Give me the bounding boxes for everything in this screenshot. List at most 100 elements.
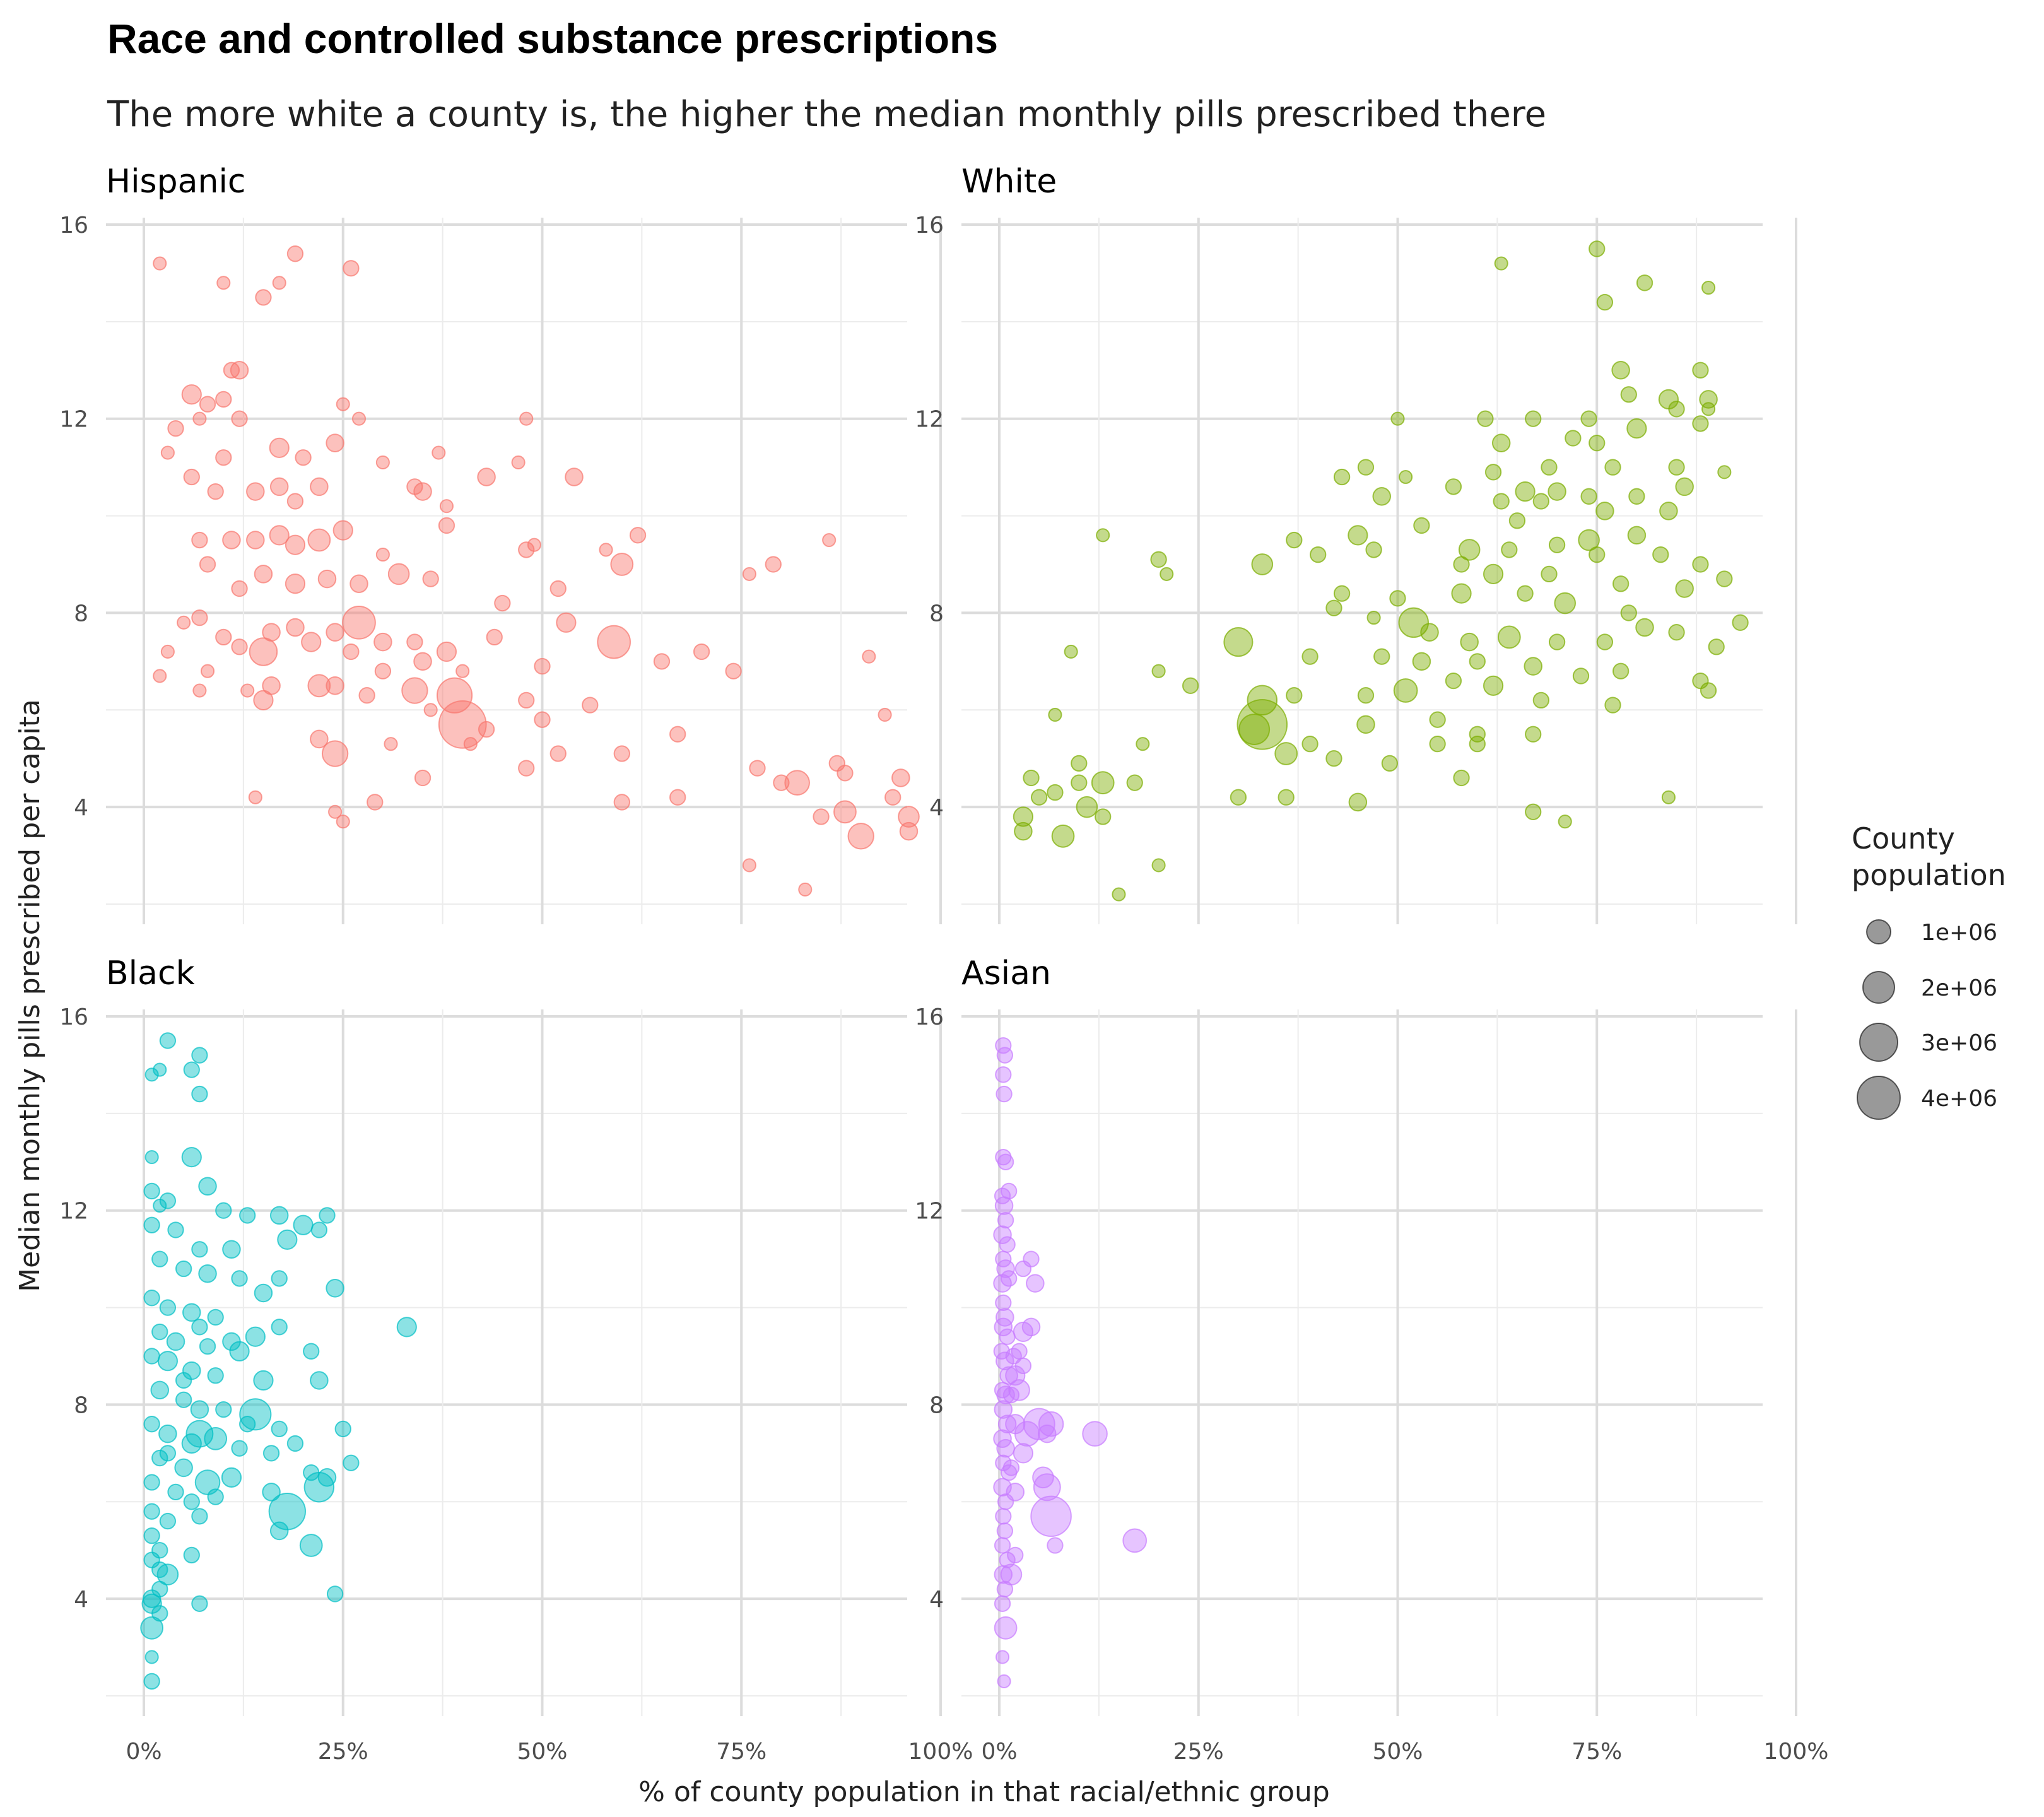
data-point [995,1454,1012,1471]
x-tick-label: 25% [1173,1739,1224,1765]
data-point [822,532,837,548]
data-point [230,361,249,380]
data-point [374,662,392,679]
data-point [1002,1386,1020,1404]
data-point [1580,488,1597,505]
data-point [1589,546,1606,563]
data-point [181,384,202,405]
data-point [199,396,216,413]
data-point [326,623,344,642]
data-point [847,823,874,850]
data-point [1572,667,1590,685]
chart-subtitle: The more white a county is, the higher t… [107,94,1546,135]
data-point [1604,697,1621,714]
data-point [151,1250,168,1267]
data-point [1356,715,1375,734]
x-axis-title: % of county population in that racial/et… [638,1776,1330,1808]
data-point [996,1522,1013,1539]
data-point [1675,477,1694,497]
data-point [1006,1483,1025,1502]
data-point [549,745,567,762]
data-point [143,1673,160,1690]
data-point [1596,633,1614,650]
data-point [669,789,686,806]
data-point [613,794,630,811]
data-point [183,1493,200,1510]
data-point [293,1214,314,1235]
data-point [1469,726,1486,743]
data-point [884,789,902,806]
data-point [1717,465,1732,479]
data-point [549,580,567,597]
data-point [1491,433,1511,452]
data-point [1554,592,1577,614]
data-point [1048,707,1062,722]
data-point [277,1229,298,1250]
data-point [207,1488,224,1505]
y-tick-label: 12 [915,407,944,433]
legend-title-line: County [1852,821,1955,856]
data-point [1238,714,1271,745]
y-tick-label: 8 [74,1392,88,1418]
data-point [519,411,534,426]
data-point [1515,481,1536,502]
data-point [215,628,232,646]
data-point [303,1471,335,1503]
data-point [1357,687,1375,704]
data-point [995,1508,1012,1525]
data-point [518,760,535,777]
data-point [1274,742,1298,765]
size-legend: County population 1e+06 2e+06 3e+06 4e+06 [1852,821,2006,1120]
data-point [438,700,487,749]
data-point [511,455,526,470]
data-point [191,531,208,549]
legend-title-line: population [1852,858,2006,892]
data-point [1483,675,1504,696]
data-point [1182,677,1199,694]
data-point [143,1474,160,1491]
data-point [582,697,599,714]
data-point [1286,531,1303,549]
data-point [328,804,343,819]
data-point [784,770,810,796]
data-point [253,1370,274,1391]
data-point [343,1454,360,1471]
data-point [1000,1563,1023,1585]
x-tick-label: 100% [1764,1739,1829,1765]
legend-key-circle [1859,1023,1898,1062]
facet-title-hispanic: Hispanic [106,163,246,201]
data-point [423,703,438,717]
data-point [262,1483,281,1502]
data-point [669,726,686,743]
data-point [1558,814,1572,829]
data-point [1589,435,1606,452]
data-point [375,548,390,562]
data-point [271,1319,288,1336]
y-tick-label: 4 [74,795,88,821]
data-point [286,245,304,262]
data-point [486,628,503,646]
data-point [1096,528,1110,543]
data-point [262,1445,280,1462]
data-point [222,531,241,550]
data-point [1565,430,1582,447]
data-point [1223,627,1254,657]
y-tick-label: 4 [929,795,944,821]
data-point [143,1348,160,1365]
data-point [1112,887,1126,902]
data-point [310,477,329,497]
data-point [1458,539,1481,561]
data-point [1278,789,1295,806]
data-point [478,720,495,738]
data-point [1230,789,1247,806]
data-point [1517,585,1534,602]
data-point [1508,512,1526,529]
data-point [1460,632,1479,652]
y-tick-label: 12 [59,1199,88,1225]
data-point [878,707,892,722]
data-point [198,1264,217,1283]
data-point [190,1400,209,1419]
data-point [1002,1459,1020,1476]
y-tick-label: 8 [74,601,88,626]
data-point [1692,556,1709,573]
